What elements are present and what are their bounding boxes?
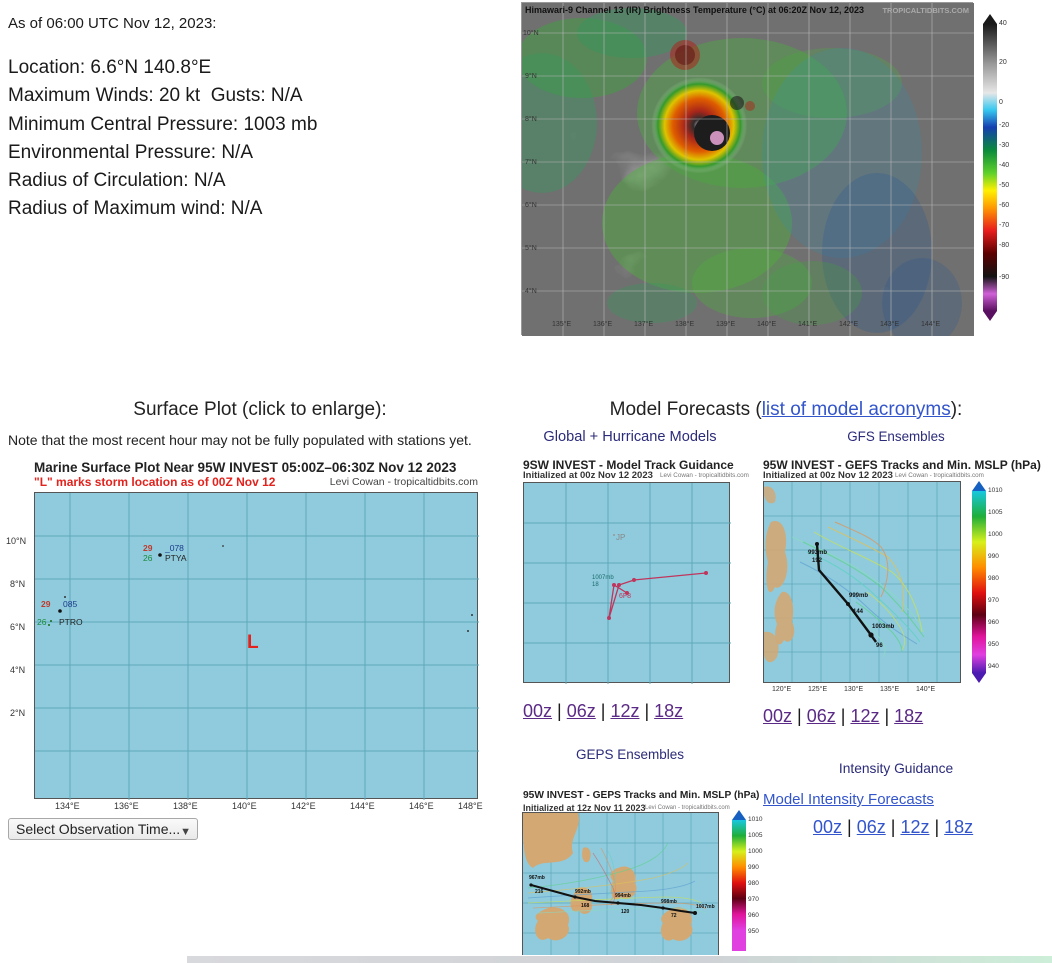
svg-text:PTYA: PTYA [165,553,187,563]
svg-text:1003mb: 1003mb [872,624,895,630]
svg-text:96: 96 [876,643,883,649]
svg-text:1007mb: 1007mb [696,904,715,910]
svg-text:998mb: 998mb [661,899,677,905]
svg-text:992mb: 992mb [575,889,591,895]
svg-text:PTRO: PTRO [59,617,83,627]
svg-text:72: 72 [671,913,677,919]
svg-text:168: 168 [581,903,590,909]
svg-text:994mb: 994mb [615,893,631,899]
svg-text:1007mb: 1007mb [592,575,614,581]
svg-text:L: L [247,632,259,653]
svg-text:JP: JP [616,533,625,542]
svg-text:999mb: 999mb [849,593,868,599]
svg-text:29: 29 [143,543,153,553]
svg-text:26: 26 [37,617,47,627]
svg-text:26: 26 [143,553,153,563]
svg-text:192: 192 [812,558,823,564]
svg-text:6F8: 6F8 [619,593,631,600]
svg-text:144: 144 [853,609,864,615]
svg-text:216: 216 [535,889,544,895]
svg-text:_078: _078 [164,543,184,553]
svg-text:993mb: 993mb [808,550,827,556]
svg-text:18: 18 [592,582,599,588]
svg-text:085: 085 [63,599,77,609]
svg-text:29: 29 [41,599,51,609]
svg-text:120: 120 [621,909,630,915]
svg-text:967mb: 967mb [529,875,545,881]
